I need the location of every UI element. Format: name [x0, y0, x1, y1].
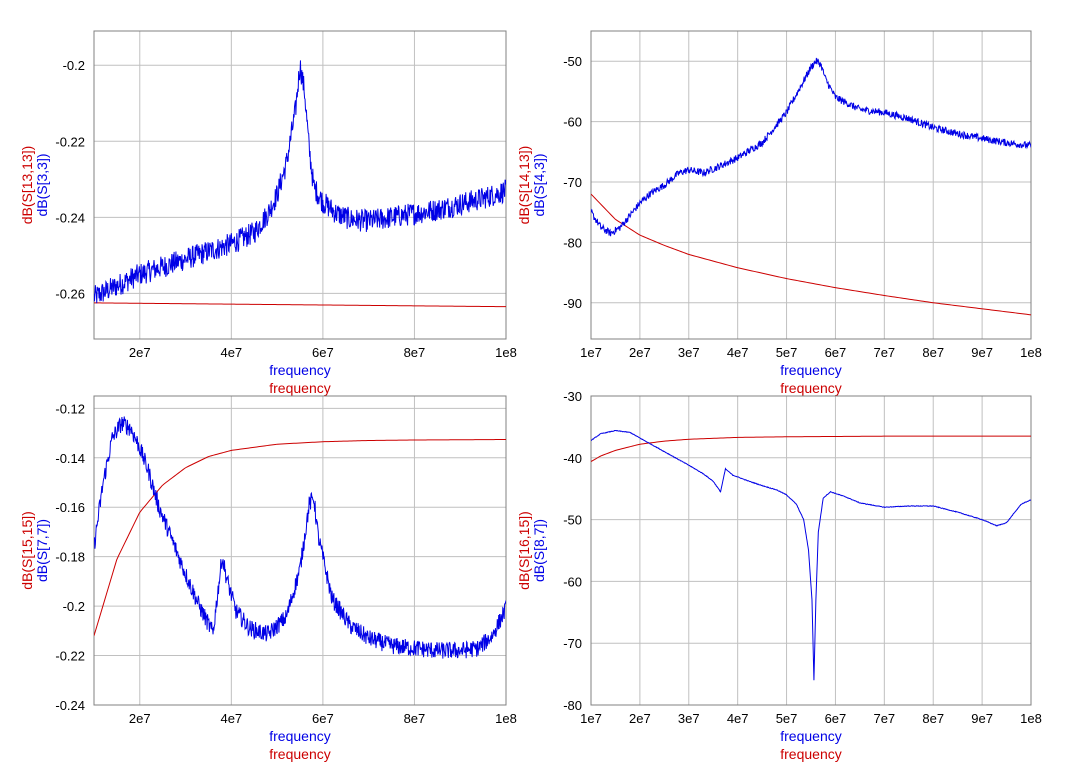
x-axis-label-red: frequency	[269, 746, 330, 762]
y-axis-label-blue: dB(S[8,7])	[531, 519, 547, 582]
y-tick-label: -0.2	[63, 599, 85, 614]
x-tick-label: 6e7	[825, 345, 847, 360]
y-tick-label: -0.18	[55, 550, 85, 565]
x-tick-label: 1e8	[1020, 345, 1042, 360]
y-tick-label: -40	[563, 451, 582, 466]
x-tick-label: 5e7	[776, 345, 798, 360]
y-tick-label: -90	[563, 296, 582, 311]
x-tick-label: 4e7	[727, 345, 749, 360]
y-axis-label-red: dB(S[16,15])	[516, 511, 532, 590]
x-axis-label-blue: frequency	[780, 728, 841, 744]
x-tick-label: 2e7	[629, 345, 651, 360]
red-series-line	[591, 435, 1031, 462]
y-tick-label: -0.14	[55, 451, 85, 466]
chart-panel-4: 1e7 2e7 3e7 4e7 5e7 6e7 7e7 8e7 9e7 1e8 -80 -70 -60 -…	[516, 389, 1042, 762]
y-tick-label: -0.12	[55, 401, 85, 416]
x-tick-label: 3e7	[678, 711, 700, 726]
y-axis-label-blue: dB(S[4,3])	[531, 153, 547, 216]
x-tick-label: 4e7	[220, 345, 242, 360]
x-tick-label: 3e7	[678, 345, 700, 360]
x-axis-label-red: frequency	[780, 746, 841, 762]
plot-area	[93, 395, 507, 706]
y-tick-label: -0.24	[55, 698, 85, 713]
y-tick-label: -50	[563, 54, 582, 69]
x-axis-label-red: frequency	[780, 380, 841, 396]
x-tick-label: 7e7	[873, 711, 895, 726]
x-tick-label: 1e8	[495, 345, 517, 360]
plot-frame	[93, 395, 507, 706]
x-tick-label: 1e7	[580, 345, 602, 360]
x-axis-label-blue: frequency	[269, 362, 330, 378]
red-series-line	[94, 439, 506, 636]
chart-panel-1: 2e7 4e7 6e7 8e7 1e8 -0.26 -0.24 -0.22 -0.2 freque…	[19, 30, 517, 396]
y-tick-label: -60	[563, 574, 582, 589]
y-axis-label-blue: dB(S[7,7])	[34, 519, 50, 582]
x-tick-label: 9e7	[971, 711, 993, 726]
x-tick-label: 2e7	[129, 345, 151, 360]
y-tick-label: -70	[563, 175, 582, 190]
y-tick-label: -50	[563, 513, 582, 528]
x-tick-label: 7e7	[873, 345, 895, 360]
blue-series-line	[591, 57, 1031, 237]
y-tick-label: -30	[563, 389, 582, 404]
chart-panel-2: 1e7 2e7 3e7 4e7 5e7 6e7 7e7 8e7 9e7 1e8 -90 -80 -70 -…	[516, 30, 1042, 396]
plot-frame	[590, 395, 1032, 706]
x-tick-label: 6e7	[312, 345, 334, 360]
y-tick-label: -0.26	[55, 286, 85, 301]
plot-area	[590, 395, 1032, 706]
x-tick-label: 8e7	[922, 711, 944, 726]
blue-series-line	[94, 60, 506, 304]
x-tick-label: 2e7	[629, 711, 651, 726]
y-tick-label: -0.16	[55, 500, 85, 515]
x-tick-label: 1e7	[580, 711, 602, 726]
blue-series-line	[94, 416, 506, 659]
y-tick-label: -0.22	[55, 134, 85, 149]
x-tick-label: 8e7	[404, 345, 426, 360]
x-tick-label: 9e7	[971, 345, 993, 360]
x-axis-label-blue: frequency	[269, 728, 330, 744]
plot-frame	[93, 30, 507, 340]
red-series-line	[94, 302, 506, 308]
y-tick-label: -0.22	[55, 649, 85, 664]
x-tick-label: 1e8	[1020, 711, 1042, 726]
y-tick-label: -70	[563, 636, 582, 651]
chart-panel-3: 2e7 4e7 6e7 8e7 1e8 -0.24 -0.22 -0.2 -0.18 -0.16 -…	[19, 395, 517, 762]
plot-area	[590, 30, 1032, 340]
y-axis-label-red: dB(S[14,13])	[516, 146, 532, 225]
x-axis-label-red: frequency	[269, 380, 330, 396]
y-axis-label-red: dB(S[15,15])	[19, 511, 35, 590]
y-tick-label: -0.2	[63, 58, 85, 73]
x-tick-label: 8e7	[404, 711, 426, 726]
plot-area	[93, 30, 507, 340]
y-axis-label-red: dB(S[13,13])	[19, 146, 35, 225]
y-axis-label-blue: dB(S[3,3])	[34, 153, 50, 216]
blue-series-line	[591, 429, 1031, 681]
x-tick-label: 1e8	[495, 711, 517, 726]
x-tick-label: 6e7	[825, 711, 847, 726]
plot-frame	[590, 30, 1032, 340]
y-tick-label: -80	[563, 235, 582, 250]
x-tick-label: 5e7	[776, 711, 798, 726]
x-tick-label: 6e7	[312, 711, 334, 726]
y-tick-label: -60	[563, 115, 582, 130]
y-tick-label: -80	[563, 698, 582, 713]
x-tick-label: 4e7	[220, 711, 242, 726]
x-tick-label: 8e7	[922, 345, 944, 360]
x-tick-label: 4e7	[727, 711, 749, 726]
x-axis-label-blue: frequency	[780, 362, 841, 378]
x-tick-label: 2e7	[129, 711, 151, 726]
red-series-line	[591, 193, 1031, 316]
y-tick-label: -0.24	[55, 210, 85, 225]
